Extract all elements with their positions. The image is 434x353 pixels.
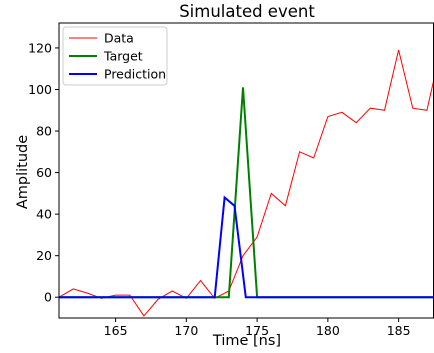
- legend-entry: Prediction: [104, 67, 166, 82]
- x-tick-label: 185: [387, 323, 411, 338]
- y-tick-label: 40: [36, 207, 52, 222]
- y-tick-label: 100: [28, 82, 52, 97]
- series-line-data: [59, 49, 434, 317]
- x-tick-label: 170: [174, 323, 198, 338]
- y-tick-label: 20: [36, 248, 52, 263]
- axis-ticks: 165 170 175 180 185 0 20 40 60 80 100 120: [28, 40, 410, 338]
- legend: Data Target Prediction: [62, 26, 168, 86]
- legend-box: [62, 26, 168, 86]
- x-tick-label: 180: [316, 323, 340, 338]
- y-tick-label: 0: [44, 290, 52, 305]
- legend-entry: Data: [104, 31, 134, 46]
- x-tick-label: 165: [104, 323, 128, 338]
- y-tick-label: 120: [28, 40, 52, 55]
- plot-area: [59, 49, 434, 317]
- series-line-prediction: [59, 195, 434, 299]
- x-axis-label: Time [ns]: [212, 333, 281, 349]
- chart-title: Simulated event: [179, 2, 315, 21]
- legend-entry: Target: [103, 49, 143, 64]
- series-line-target: [59, 87, 434, 299]
- x-tick-label: 175: [245, 323, 269, 338]
- y-tick-label: 80: [36, 124, 52, 139]
- y-axis-label: Amplitude: [15, 135, 31, 209]
- y-tick-label: 60: [36, 165, 52, 180]
